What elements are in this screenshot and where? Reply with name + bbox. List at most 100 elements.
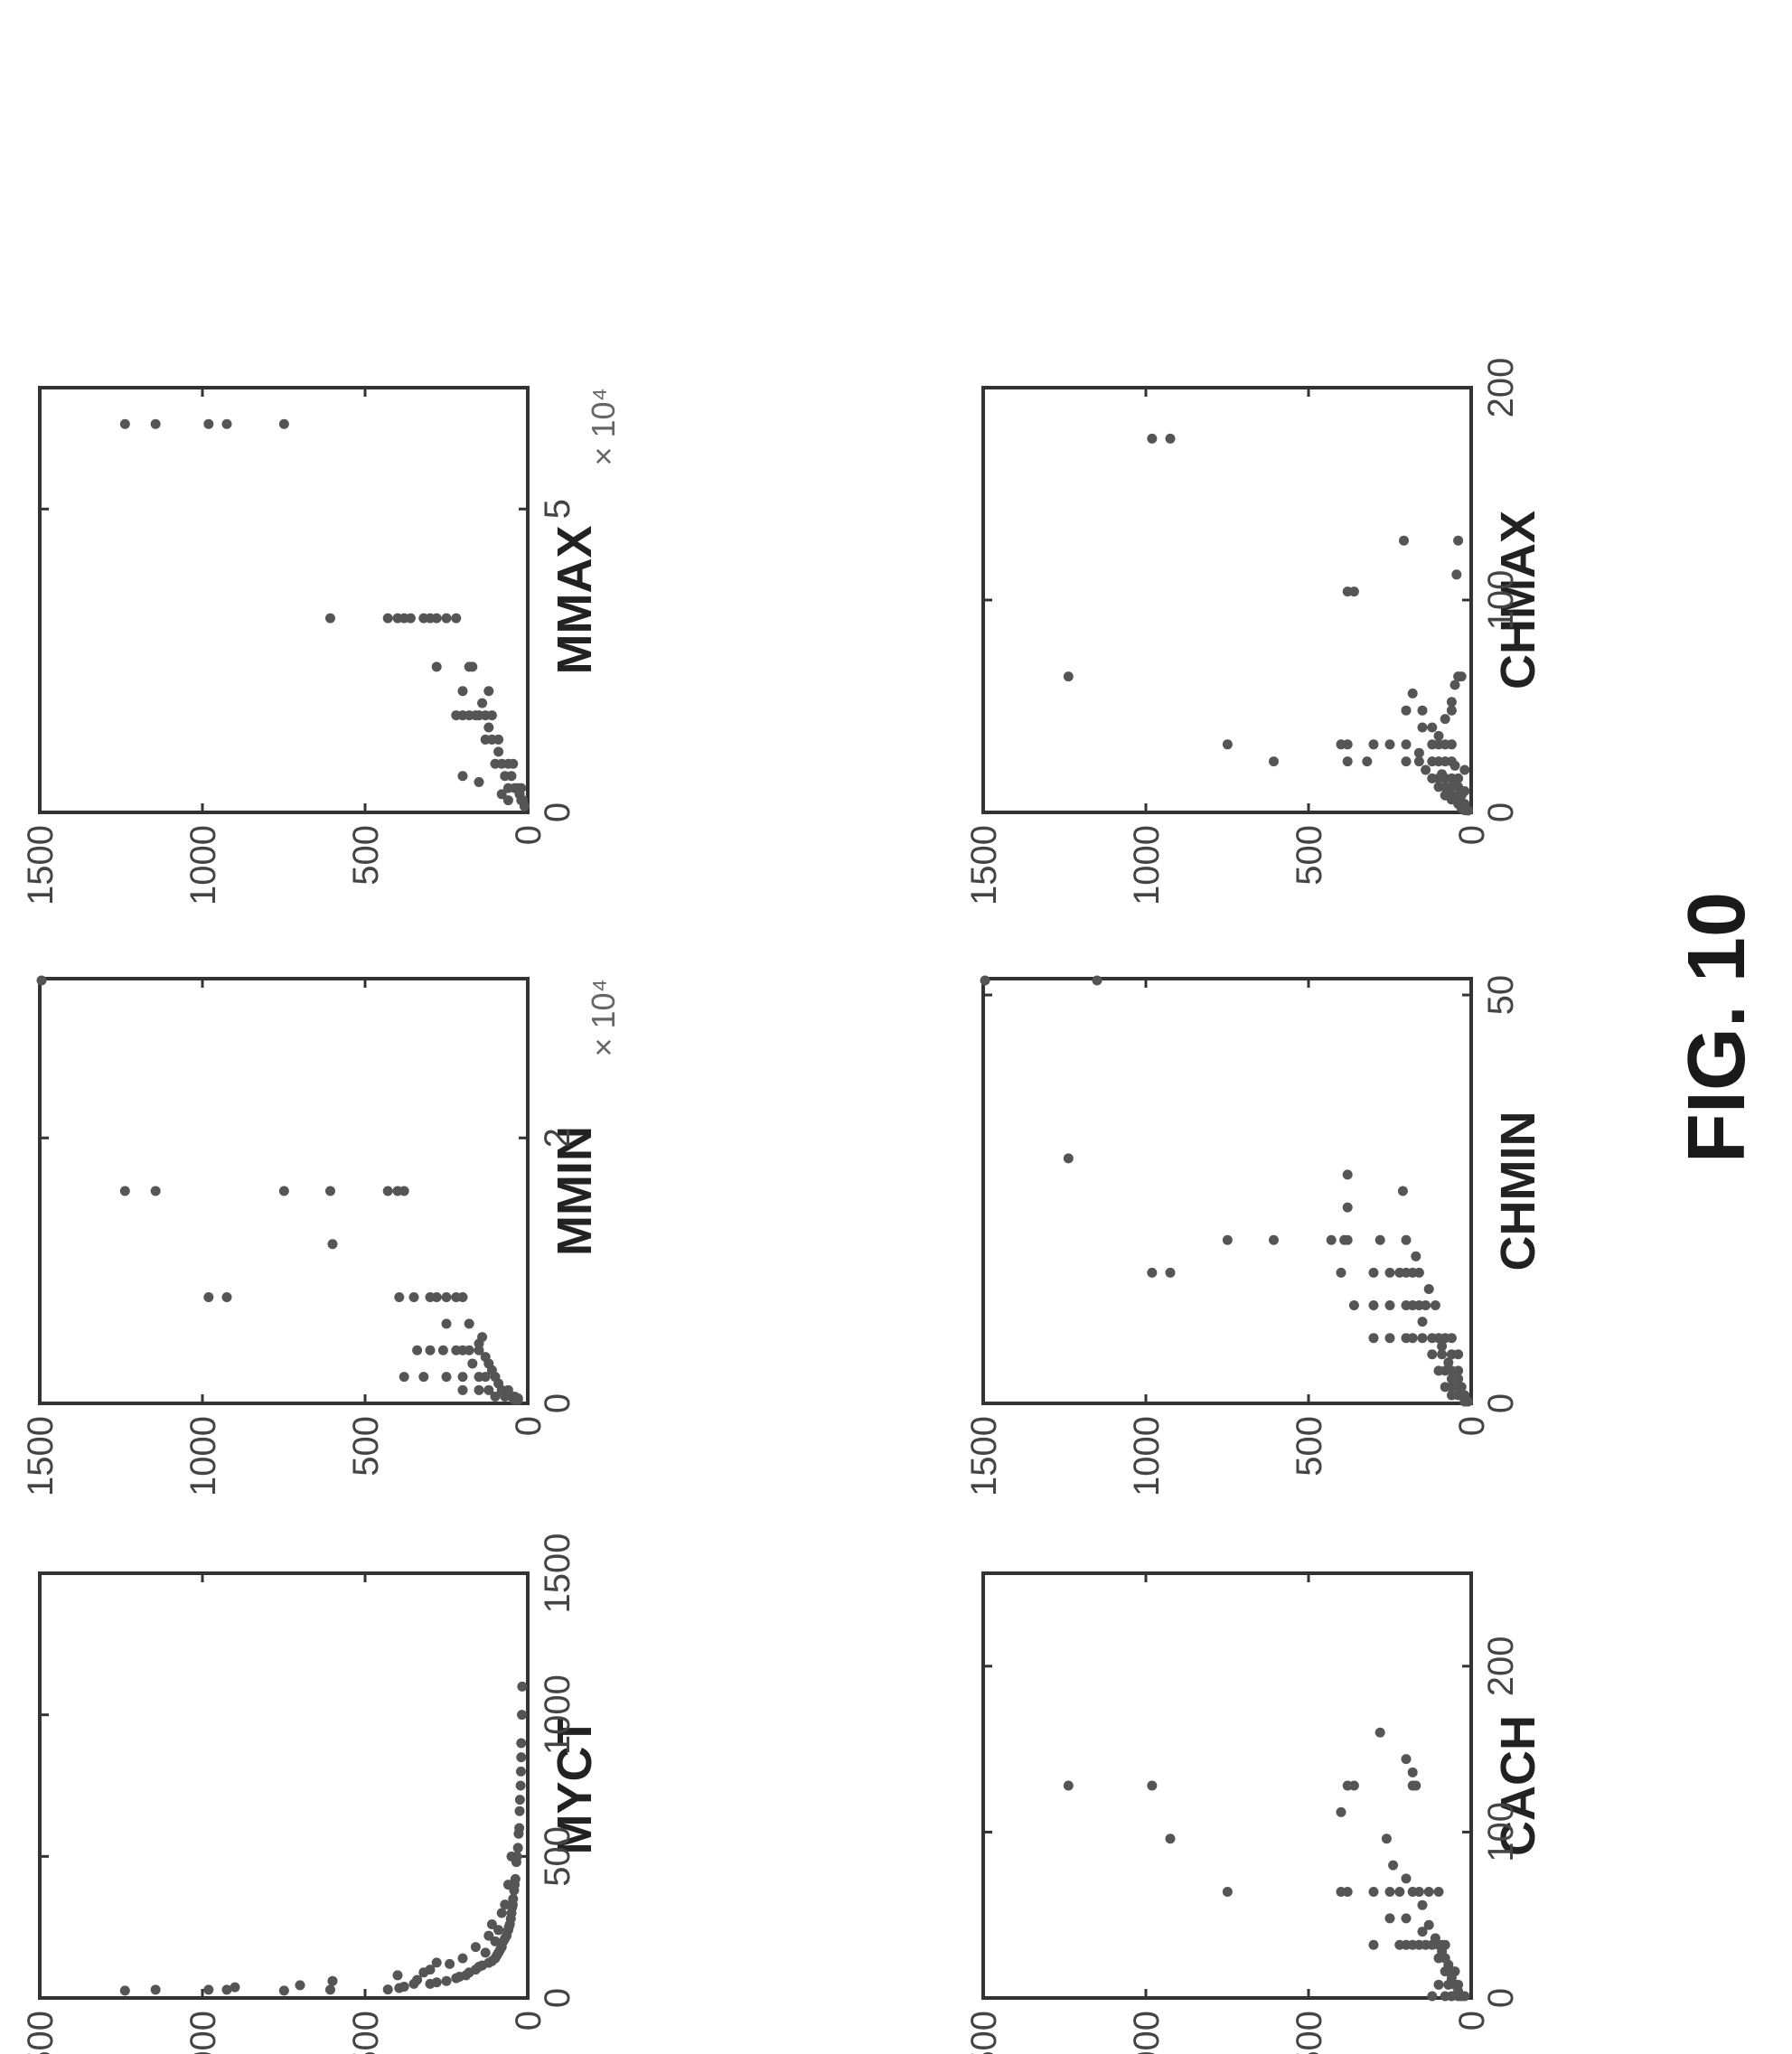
data-point-mmax bbox=[324, 613, 335, 624]
data-point-cach bbox=[1427, 1991, 1438, 2002]
panel-title-chmin: CHMIN bbox=[1491, 1111, 1545, 1271]
data-point-mmax bbox=[496, 789, 507, 800]
data-point-chmax bbox=[1440, 714, 1450, 725]
data-point-mmax bbox=[457, 686, 468, 697]
data-point-cach bbox=[1384, 1887, 1395, 1897]
data-point-mmin bbox=[480, 1352, 491, 1363]
data-point-mmin bbox=[394, 1292, 405, 1302]
data-point-mmin bbox=[278, 1186, 289, 1196]
y-tick-label-chmin: 1500 bbox=[964, 1416, 1004, 1496]
data-point-chmax bbox=[1413, 747, 1424, 758]
data-point-mmax bbox=[150, 418, 161, 429]
data-point-chmin bbox=[1222, 1234, 1233, 1245]
data-point-chmin bbox=[1342, 1202, 1353, 1213]
data-point-myct bbox=[500, 1899, 511, 1910]
data-point-chmin bbox=[980, 975, 990, 986]
data-point-cach bbox=[1423, 1919, 1434, 1930]
panel-mmin: MMIN 0 500 1000 1500 0 2 × 10⁴ bbox=[21, 975, 622, 1496]
y-tick-label-chmax: 1500 bbox=[964, 825, 1004, 905]
y-tick-label-mmin: 1000 bbox=[183, 1416, 223, 1496]
data-point-cach bbox=[1433, 1979, 1444, 1990]
data-point-chmin bbox=[1427, 1349, 1438, 1360]
data-point-mmin bbox=[431, 1292, 442, 1302]
data-point-mmin bbox=[441, 1318, 452, 1329]
data-point-myct bbox=[517, 1710, 528, 1721]
data-point-chmin bbox=[1165, 1267, 1176, 1278]
data-point-chmin bbox=[1326, 1234, 1337, 1245]
data-point-cach bbox=[1430, 1933, 1440, 1944]
data-point-myct bbox=[490, 1936, 501, 1946]
data-point-mmax bbox=[203, 418, 214, 429]
data-point-chmin bbox=[1413, 1267, 1424, 1278]
data-point-cach bbox=[1147, 1780, 1158, 1791]
data-point-chmin bbox=[1453, 1349, 1464, 1360]
data-point-chmin bbox=[1384, 1333, 1395, 1344]
data-point-mmin bbox=[36, 975, 47, 986]
data-point-chmin bbox=[1430, 1300, 1440, 1311]
data-point-myct bbox=[517, 1681, 528, 1692]
data-point-cach bbox=[1401, 1754, 1412, 1765]
data-point-cach bbox=[1417, 1899, 1428, 1910]
data-point-chmin bbox=[1421, 1300, 1431, 1311]
data-point-chmax bbox=[1401, 739, 1412, 750]
data-point-cach bbox=[1433, 1887, 1444, 1897]
data-point-myct bbox=[515, 1766, 526, 1777]
y-tick-label-mmin: 0 bbox=[509, 1416, 549, 1436]
data-point-cach bbox=[1374, 1727, 1385, 1738]
y-tick-label-myct: 500 bbox=[346, 2011, 386, 2054]
data-point-mmin bbox=[474, 1338, 484, 1349]
data-point-chmax bbox=[1443, 786, 1454, 796]
x-tick-label-chmin: 0 bbox=[1481, 1393, 1521, 1413]
data-point-myct bbox=[327, 1975, 338, 1986]
data-point-chmin bbox=[1446, 1333, 1457, 1344]
data-point-chmax bbox=[1450, 680, 1460, 690]
data-point-chmax bbox=[1342, 756, 1353, 767]
data-point-mmax bbox=[431, 661, 442, 672]
data-point-mmin bbox=[464, 1318, 474, 1329]
data-point-cach bbox=[1368, 1939, 1379, 1950]
data-point-myct bbox=[483, 1930, 494, 1941]
data-point-mmax bbox=[502, 783, 513, 793]
data-point-myct bbox=[119, 1985, 130, 1996]
data-point-chmax bbox=[1427, 722, 1438, 733]
data-point-chmax bbox=[1446, 705, 1457, 716]
data-point-chmin bbox=[1407, 1333, 1418, 1344]
y-tick-label-mmin: 500 bbox=[346, 1416, 386, 1477]
data-point-cach bbox=[1446, 1973, 1457, 1984]
data-point-mmax bbox=[382, 613, 393, 624]
data-point-mmin bbox=[221, 1292, 232, 1302]
x-exponent-label-mmin: × 10⁴ bbox=[585, 979, 622, 1057]
data-point-mmin bbox=[382, 1186, 393, 1196]
data-point-mmin bbox=[412, 1345, 423, 1355]
panel-title-myct: MYCT bbox=[548, 1716, 602, 1854]
data-point-mmax bbox=[493, 734, 504, 745]
x-tick-label-myct: 0 bbox=[538, 1988, 577, 2008]
data-point-myct bbox=[431, 1957, 442, 1968]
x-tick-label-mmin: 2 bbox=[538, 1128, 577, 1148]
data-point-cach bbox=[1336, 1806, 1346, 1817]
data-point-chmin bbox=[1368, 1333, 1379, 1344]
data-point-chmin bbox=[1063, 1153, 1074, 1164]
data-point-mmax bbox=[493, 746, 504, 757]
data-point-mmin bbox=[467, 1358, 478, 1369]
data-point-chmin bbox=[1336, 1267, 1346, 1278]
data-point-cach bbox=[1342, 1887, 1353, 1897]
data-point-chmin bbox=[1384, 1300, 1395, 1311]
data-point-chmax bbox=[1063, 671, 1074, 682]
y-tick-label-cach: 0 bbox=[1452, 2011, 1492, 2031]
data-point-cach bbox=[1413, 1887, 1424, 1897]
data-point-mmin bbox=[327, 1239, 338, 1250]
data-point-mmin bbox=[441, 1372, 452, 1383]
data-point-chmax bbox=[1268, 756, 1279, 767]
data-point-myct bbox=[512, 1843, 523, 1853]
data-point-cach bbox=[1417, 1927, 1428, 1937]
y-tick-label-chmin: 0 bbox=[1452, 1416, 1492, 1436]
data-point-cach bbox=[1063, 1780, 1074, 1791]
x-tick-label-cach: 100 bbox=[1481, 1802, 1521, 1862]
data-point-mmax bbox=[506, 771, 517, 782]
x-tick-label-chmax: 100 bbox=[1481, 570, 1521, 631]
data-point-chmin bbox=[1342, 1169, 1353, 1180]
y-tick-label-chmin: 1000 bbox=[1127, 1416, 1167, 1496]
data-point-chmax bbox=[1453, 535, 1464, 546]
